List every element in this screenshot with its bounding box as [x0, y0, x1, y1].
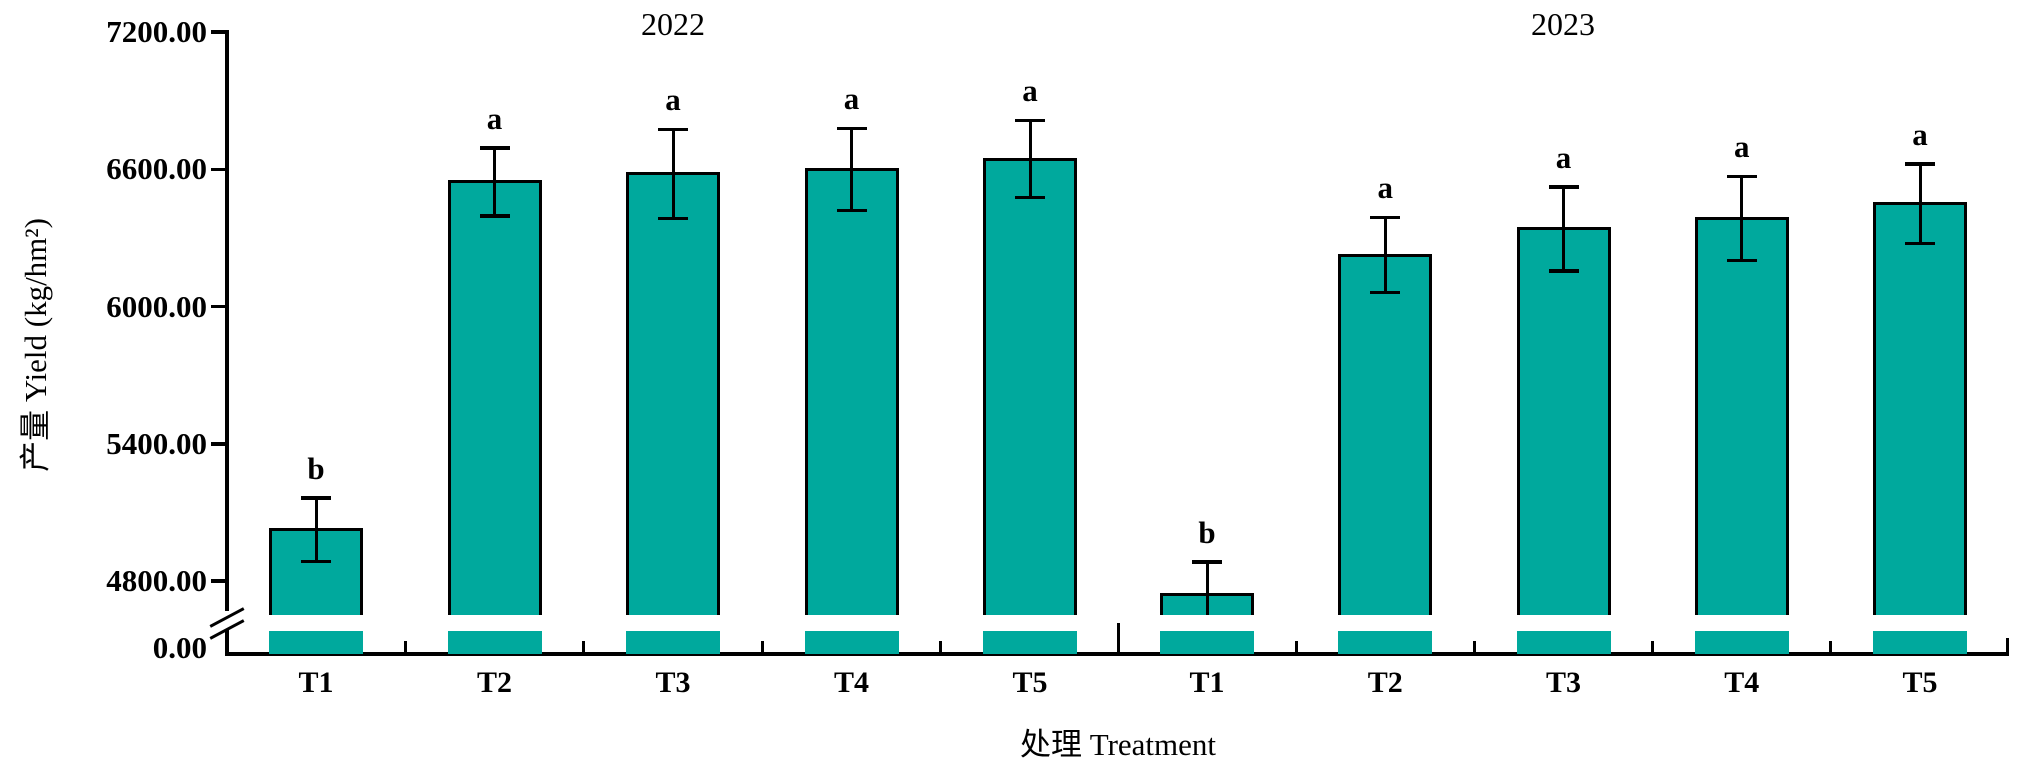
- y-tick-label-4800: 4800.00: [106, 563, 207, 598]
- error-bar-cap-bottom-2022-T4: [836, 208, 867, 213]
- x-category-label-2023-T2: T2: [1367, 666, 1403, 699]
- y-tick-7200: [211, 30, 228, 34]
- error-bar-cap-bottom-2022-T2: [479, 214, 510, 218]
- y-tick-label-5400: 5400.00: [106, 425, 207, 461]
- x-axis-title: 处理 Treatment: [1019, 727, 1217, 762]
- error-bar-cap-top-2023-T2: [1370, 215, 1401, 220]
- error-bar-cap-bottom-2022-T3: [658, 216, 688, 221]
- sig-letter-2023-T4: a: [1734, 129, 1750, 165]
- error-bar-cap-bottom-2023-T5: [1905, 241, 1935, 246]
- error-bar-cap-bottom-2022-T1: [301, 559, 331, 564]
- x-category-label-2023-T3: T3: [1545, 666, 1581, 699]
- y-tick-label-6000: 6000.00: [106, 288, 207, 324]
- bar-2023-T3: [1516, 227, 1611, 615]
- y-axis-line-lower: [225, 629, 229, 656]
- x-end-tick: [2006, 638, 2009, 654]
- y-tick-label-7200: 7200.00: [106, 14, 207, 50]
- x-boundary-tick-1: [582, 641, 586, 654]
- error-bar-line-2022-T1: [314, 497, 318, 562]
- error-bar-line-2022-T5: [1028, 120, 1032, 198]
- x-category-label-2022-T1: T1: [298, 666, 334, 699]
- error-bar-cap-bottom-2022-T5: [1015, 195, 1045, 200]
- x-boundary-tick-5: [1294, 641, 1298, 654]
- x-category-label-2023-T1: T1: [1189, 666, 1225, 699]
- x-category-label-2023-T4: T4: [1724, 666, 1760, 699]
- year-label-2022: 2022: [641, 6, 705, 42]
- sig-letter-2022-T4: a: [843, 81, 860, 117]
- bar-stub-2023-T5: [1873, 631, 1967, 654]
- x-boundary-tick-8: [1829, 641, 1833, 654]
- x-category-label-2023-T5: T5: [1902, 666, 1938, 699]
- x-year-divider-tick: [1117, 623, 1120, 654]
- bar-2023-T2: [1338, 253, 1433, 615]
- sig-letter-2022-T1: b: [307, 450, 325, 486]
- bar-2022-T3: [626, 172, 720, 615]
- x-boundary-tick-7: [1651, 641, 1655, 654]
- error-bar-line-2023-T1: [1205, 561, 1209, 615]
- error-bar-cap-top-2022-T5: [1015, 118, 1045, 123]
- bar-2022-T4: [804, 167, 899, 615]
- y-tick-label-6600: 6600.00: [106, 151, 207, 187]
- x-boundary-tick-2: [760, 641, 764, 654]
- bar-2023-T4: [1694, 217, 1789, 615]
- sig-letter-2023-T2: a: [1377, 170, 1394, 206]
- error-bar-cap-bottom-2023-T4: [1726, 258, 1757, 263]
- bar-stub-2023-T4: [1694, 631, 1789, 654]
- error-bar-cap-top-2022-T3: [658, 127, 688, 132]
- bar-stub-2022-T1: [269, 631, 363, 654]
- error-bar-line-2022-T4: [850, 128, 853, 211]
- bar-stub-2022-T2: [447, 631, 542, 654]
- error-bar-cap-top-2022-T4: [836, 126, 867, 131]
- x-category-label-2022-T3: T3: [655, 666, 691, 699]
- error-bar-cap-bottom-2023-T2: [1370, 290, 1401, 295]
- year-label-2023: 2023: [1531, 6, 1595, 42]
- sig-letter-2022-T2: a: [486, 100, 503, 136]
- x-boundary-tick-3: [939, 641, 943, 654]
- error-bar-cap-top-2023-T1: [1192, 560, 1222, 564]
- sig-letter-2023-T5: a: [1912, 116, 1928, 152]
- y-axis-line-upper: [225, 30, 229, 611]
- bar-stub-2023-T1: [1160, 631, 1254, 654]
- x-boundary-tick-0: [403, 641, 407, 654]
- y-tick-label-0: 0.00: [152, 630, 207, 665]
- y-tick-5400: [211, 442, 228, 446]
- error-bar-line-2022-T2: [493, 147, 496, 217]
- error-bar-cap-bottom-2023-T3: [1548, 269, 1579, 273]
- bar-2022-T5: [983, 157, 1077, 615]
- sig-letter-2022-T5: a: [1022, 73, 1038, 109]
- error-bar-cap-top-2022-T2: [479, 146, 510, 150]
- x-boundary-tick-6: [1472, 641, 1476, 654]
- y-tick-6600: [211, 167, 228, 172]
- error-bar-line-2023-T3: [1562, 186, 1565, 272]
- x-category-label-2022-T4: T4: [833, 666, 869, 699]
- bar-stub-2022-T4: [804, 631, 899, 654]
- bar-2023-T5: [1873, 202, 1967, 615]
- bar-stub-2022-T3: [626, 631, 720, 654]
- y-tick-4800: [211, 579, 228, 583]
- x-axis-line: [225, 652, 2009, 656]
- error-bar-line-2023-T5: [1918, 163, 1922, 244]
- error-bar-line-2023-T2: [1383, 217, 1387, 293]
- error-bar-cap-top-2023-T4: [1726, 174, 1757, 179]
- x-category-label-2022-T2: T2: [476, 666, 512, 699]
- error-bar-line-2022-T3: [671, 129, 675, 219]
- sig-letter-2023-T3: a: [1555, 139, 1572, 175]
- bar-stub-2023-T3: [1516, 631, 1611, 654]
- sig-letter-2023-T1: b: [1198, 514, 1216, 550]
- y-tick-6000: [211, 304, 228, 309]
- bar-stub-2022-T5: [983, 631, 1077, 654]
- error-bar-cap-top-2023-T3: [1548, 185, 1579, 189]
- error-bar-cap-top-2022-T1: [301, 496, 331, 500]
- sig-letter-2022-T3: a: [665, 82, 681, 118]
- error-bars-layer: [301, 118, 1935, 615]
- x-category-label-2022-T5: T5: [1012, 666, 1048, 699]
- error-bar-cap-top-2023-T5: [1905, 162, 1935, 166]
- bar-stub-2023-T2: [1338, 631, 1433, 654]
- error-bar-line-2023-T4: [1740, 176, 1744, 261]
